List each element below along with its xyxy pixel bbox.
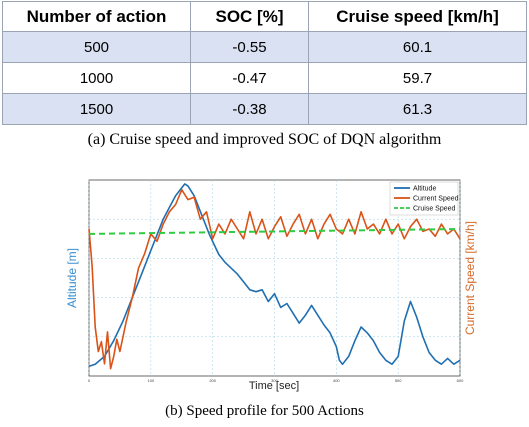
table-cell-speed: 59.7 [308, 62, 527, 94]
x-tick-label: 200 [209, 378, 216, 383]
x-tick-label: 300 [271, 378, 278, 383]
y-axis-label-right: Current Speed [km/h] [463, 221, 477, 335]
table-cell-soc: -0.47 [190, 62, 309, 94]
table-cell-soc: -0.55 [190, 31, 309, 63]
results-table: Number of action SOC [%] Cruise speed [k… [2, 1, 527, 125]
x-axis-label: Time [sec] [249, 380, 299, 392]
altitude-line [88, 183, 461, 367]
speed-profile-chart: 0 100 200 300 400 500 600 Time [sec] Altitude … [65, 179, 477, 392]
legend-label-current-speed: Current Speed [413, 196, 459, 203]
table-header-row: Number of action SOC [%] Cruise speed [k… [2, 1, 527, 32]
caption-b: (b) Speed profile for 500 Actions [165, 403, 364, 419]
x-tick-label: 0 [88, 378, 91, 383]
y-axis-label-left: Altitude [m] [65, 248, 79, 308]
grid-lines [88, 180, 461, 376]
table-cell-speed: 61.3 [308, 93, 527, 125]
x-tick-label: 500 [395, 378, 402, 383]
table-row: 1500 -0.38 61.3 [2, 93, 527, 125]
table-cell-speed: 60.1 [308, 31, 527, 63]
legend-label-altitude: Altitude [413, 186, 436, 193]
header-number-of-action: Number of action [2, 1, 191, 32]
table-cell-soc: -0.38 [190, 93, 309, 125]
legend-label-cruise-speed: Cruise Speed [413, 206, 456, 213]
header-soc: SOC [%] [190, 1, 309, 32]
cruise-speed-line [88, 228, 461, 235]
legend: Altitude Current Speed Cruise Speed [389, 181, 459, 216]
x-tick-label: 600 [457, 378, 464, 383]
header-cruise-speed: Cruise speed [km/h] [308, 1, 527, 32]
x-tick-labels: 0 100 200 300 400 500 600 [88, 378, 464, 383]
caption-a: (a) Cruise speed and improved SOC of DQN… [87, 131, 442, 148]
table-row: 500 -0.55 60.1 [2, 31, 527, 63]
current-speed-line [88, 189, 461, 370]
table-row: 1000 -0.47 59.7 [2, 62, 527, 94]
series-lines [88, 183, 461, 370]
table-cell-actions: 1500 [2, 93, 191, 125]
table-cell-actions: 1000 [2, 62, 191, 94]
x-tick-label: 400 [333, 378, 340, 383]
table-cell-actions: 500 [2, 31, 191, 63]
x-tick-label: 100 [147, 378, 154, 383]
